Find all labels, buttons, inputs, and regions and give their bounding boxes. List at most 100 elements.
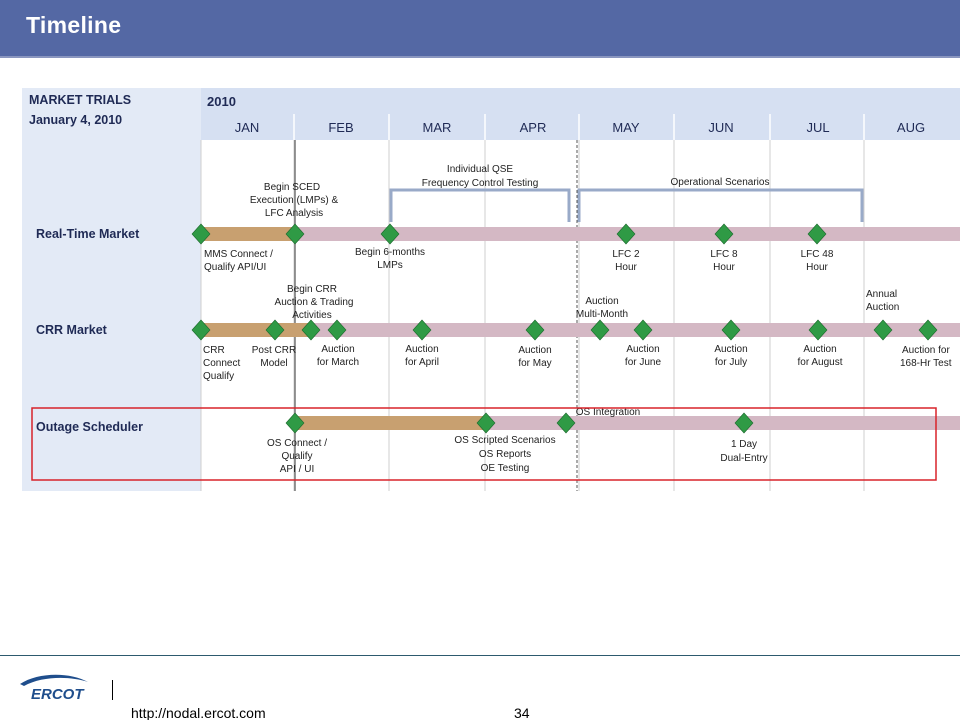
month-label: MAY — [612, 120, 640, 135]
bracket-qse-label: Individual QSE — [447, 164, 513, 175]
ercot-logo: ERCOT — [20, 674, 88, 703]
row-label-outage-scheduler: Outage Scheduler — [36, 420, 143, 434]
slide-title: Timeline — [26, 12, 122, 38]
month-label: AUG — [897, 120, 925, 135]
crr-april-label: Auction — [405, 344, 438, 355]
month-label: MAR — [423, 120, 452, 135]
bracket-qse-frequency-testing — [389, 188, 571, 222]
milestone-diamond — [525, 319, 545, 341]
crr-june-label: for June — [625, 357, 662, 368]
crr-connect-label: CRR — [203, 345, 225, 356]
crr-connect-label: Qualify — [203, 371, 234, 382]
row-label-real-time-market: Real-Time Market — [36, 227, 140, 241]
trials-date: January 4, 2010 — [29, 113, 122, 127]
crr-begin-label: Begin CRR — [287, 284, 337, 295]
rtm-sced-label: LFC Analysis — [265, 208, 323, 219]
footer-separator — [112, 680, 113, 700]
month-label: JUL — [806, 120, 829, 135]
logo-wordmark: ERCOT — [31, 686, 85, 703]
rtm-mms-label: MMS Connect / — [204, 249, 273, 260]
milestone-diamond — [807, 223, 827, 245]
os-scripted-label: OE Testing — [481, 463, 530, 474]
rtm-lfc48-label: LFC 48 — [801, 249, 834, 260]
year-label: 2010 — [207, 94, 236, 109]
bracket-operational-scenarios — [577, 188, 864, 222]
crr-april-label: for April — [405, 357, 439, 368]
crr-july-label: for July — [715, 357, 747, 368]
milestone-diamond — [191, 223, 211, 245]
crr-march-label: Auction — [321, 344, 354, 355]
month-label: JAN — [235, 120, 260, 135]
crr-may-label: for May — [518, 358, 551, 369]
rtm-lfc8-label: LFC 8 — [710, 249, 738, 260]
logo-swoosh — [20, 674, 88, 686]
crr-may-label: Auction — [518, 345, 551, 356]
milestone-diamond — [285, 223, 305, 245]
rtm-lfc2-label: LFC 2 — [612, 249, 640, 260]
milestone-diamond — [808, 319, 828, 341]
footer-url[interactable]: http://nodal.ercot.com — [131, 705, 266, 720]
os-connect-label: Qualify — [281, 451, 312, 462]
rtm-lfc8-label: Hour — [713, 262, 735, 273]
milestone-diamond — [265, 319, 285, 341]
crr-connect-label: Connect — [203, 358, 240, 369]
os-integration-label: OS Integration — [576, 407, 640, 418]
milestone-diamond — [556, 412, 576, 434]
title-bar — [0, 0, 960, 56]
month-label: APR — [520, 120, 547, 135]
milestone-diamond — [721, 319, 741, 341]
rtm-lmps-label: Begin 6-months — [355, 247, 425, 258]
milestone-diamond — [590, 319, 610, 341]
milestone-diamond — [476, 412, 496, 434]
milestone-diamond — [616, 223, 636, 245]
crr-august-label: Auction — [803, 344, 836, 355]
milestone-diamond — [714, 223, 734, 245]
title-rule — [0, 56, 960, 58]
milestone-diamond — [734, 412, 754, 434]
crr-post-label: Post CRR — [252, 345, 296, 356]
milestone-diamond — [327, 319, 347, 341]
os-dual-label: 1 Day — [731, 439, 757, 450]
os-scripted-label: OS Scripted Scenarios — [454, 435, 555, 446]
crr-begin-label: Activities — [292, 310, 331, 321]
crr-post-label: Model — [260, 358, 287, 369]
outage-scheduler-highlight-box — [31, 407, 937, 481]
footer-rule — [0, 655, 960, 656]
bracket-qse-label: Frequency Control Testing — [422, 178, 539, 189]
os-scripted-label: OS Reports — [479, 449, 531, 460]
crr-multi-label: Multi-Month — [576, 309, 628, 320]
rtm-mms-label: Qualify API/UI — [204, 262, 266, 273]
rtm-completed-bar — [201, 227, 295, 241]
milestone-diamond — [918, 319, 938, 341]
os-dual-label: Dual-Entry — [720, 453, 767, 464]
crr-march-label: for March — [317, 357, 359, 368]
rtm-lfc48-label: Hour — [806, 262, 828, 273]
os-scripted-bar — [295, 416, 485, 430]
crr-august-label: for August — [797, 357, 842, 368]
crr-168hr-label: 168-Hr Test — [900, 358, 952, 369]
month-label: FEB — [328, 120, 353, 135]
header-band — [201, 88, 960, 140]
rtm-lmps-label: LMPs — [377, 260, 403, 271]
crr-annual-label: Annual — [866, 289, 897, 300]
crr-july-label: Auction — [714, 344, 747, 355]
crr-multi-label: Auction — [585, 296, 618, 307]
row-label-crr-market: CRR Market — [36, 323, 108, 337]
page-number: 34 — [514, 705, 530, 720]
milestone-diamond — [285, 412, 305, 434]
trials-heading: MARKET TRIALS — [29, 93, 131, 107]
label-column-bg — [22, 88, 201, 491]
rtm-sced-label: Execution (LMPs) & — [250, 195, 339, 206]
milestone-diamond — [191, 319, 211, 341]
milestone-diamond — [301, 319, 321, 341]
crr-annual-label: Auction — [866, 302, 899, 313]
crr-begin-label: Auction & Trading — [275, 297, 354, 308]
rtm-lfc2-label: Hour — [615, 262, 637, 273]
milestone-diamond — [633, 319, 653, 341]
crr-june-label: Auction — [626, 344, 659, 355]
os-connect-label: OS Connect / — [267, 438, 327, 449]
milestone-diamond — [412, 319, 432, 341]
bracket-ops-label: Operational Scenarios — [671, 177, 770, 188]
os-remaining-bar — [485, 416, 960, 430]
crr-168hr-label: Auction for — [902, 345, 950, 356]
